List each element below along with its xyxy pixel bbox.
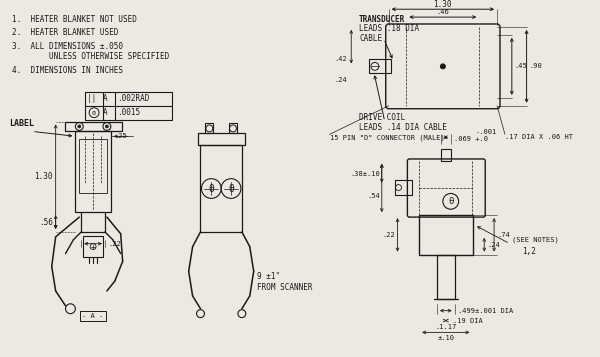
- Text: .38±.10: .38±.10: [350, 171, 380, 177]
- Text: .56: .56: [39, 217, 53, 227]
- Text: .45: .45: [515, 63, 527, 69]
- Text: FROM SCANNER: FROM SCANNER: [257, 282, 312, 292]
- Text: (SEE NOTES): (SEE NOTES): [512, 236, 559, 243]
- Text: .74: .74: [497, 232, 510, 238]
- Text: 3.  ALL DIMENSIONS ±.050: 3. ALL DIMENSIONS ±.050: [13, 42, 124, 51]
- Text: .54: .54: [367, 193, 380, 200]
- Bar: [200, 145, 242, 232]
- Text: 1,2: 1,2: [521, 247, 536, 256]
- Bar: [395, 180, 412, 195]
- Text: 1.  HEATER BLANKET NOT USED: 1. HEATER BLANKET NOT USED: [13, 15, 137, 24]
- Circle shape: [106, 125, 109, 128]
- Text: .46: .46: [436, 9, 449, 15]
- Text: ±.10: ±.10: [437, 335, 454, 341]
- Text: 1.30: 1.30: [434, 0, 452, 9]
- Text: A: A: [103, 108, 107, 117]
- Text: .0015: .0015: [117, 108, 140, 117]
- Bar: [197, 134, 245, 145]
- Text: CABLE: CABLE: [359, 34, 382, 43]
- Text: DRIVE COIL: DRIVE COIL: [359, 113, 406, 122]
- Circle shape: [78, 125, 81, 128]
- Text: θ: θ: [448, 197, 454, 206]
- Text: 4.  DIMENSIONS IN INCHES: 4. DIMENSIONS IN INCHES: [13, 66, 124, 75]
- Bar: [437, 255, 455, 299]
- Text: 2.  HEATER BLANKET USED: 2. HEATER BLANKET USED: [13, 28, 119, 37]
- Text: UNLESS OTHERWISE SPECIFIED: UNLESS OTHERWISE SPECIFIED: [13, 52, 170, 61]
- Text: .499±.001 DIA: .499±.001 DIA: [458, 308, 513, 314]
- Text: .24: .24: [335, 77, 347, 83]
- Text: θ: θ: [208, 183, 214, 193]
- Text: .24: .24: [487, 242, 500, 248]
- Bar: [79, 139, 107, 193]
- Bar: [85, 92, 172, 120]
- Text: 9 ±1": 9 ±1": [257, 272, 280, 281]
- Circle shape: [440, 64, 445, 69]
- Bar: [76, 131, 111, 212]
- Text: .069 +.0: .069 +.0: [454, 136, 488, 142]
- Text: .17 DIA X .06 HT: .17 DIA X .06 HT: [505, 134, 573, 140]
- Text: .25: .25: [115, 133, 128, 139]
- Text: .42: .42: [335, 56, 347, 62]
- Bar: [229, 124, 237, 134]
- Text: .002RAD: .002RAD: [117, 94, 149, 104]
- Text: 15 PIN "D" CONNECTOR (MALE): 15 PIN "D" CONNECTOR (MALE): [329, 134, 445, 141]
- Text: LEADS .14 DIA CABLE: LEADS .14 DIA CABLE: [359, 123, 447, 132]
- Bar: [80, 311, 106, 321]
- Text: LEADS .18 DIA: LEADS .18 DIA: [359, 24, 419, 34]
- Text: TRANSDUCER: TRANSDUCER: [359, 15, 406, 24]
- Text: LABEL: LABEL: [10, 119, 34, 128]
- Text: .22: .22: [383, 232, 395, 238]
- Text: A: A: [103, 94, 107, 104]
- Bar: [83, 236, 103, 257]
- Bar: [441, 149, 451, 161]
- Text: θ: θ: [228, 183, 234, 193]
- Text: .22: .22: [108, 241, 121, 247]
- Text: -.001: -.001: [475, 129, 497, 135]
- Text: ||: ||: [87, 94, 97, 104]
- Bar: [369, 60, 391, 73]
- Text: .1.17: .1.17: [435, 325, 457, 330]
- Bar: [419, 215, 473, 255]
- Bar: [205, 124, 213, 134]
- Text: ⊙: ⊙: [92, 110, 97, 116]
- Text: 1.30: 1.30: [34, 172, 53, 181]
- Text: - A -: - A -: [82, 313, 104, 318]
- Bar: [65, 121, 122, 131]
- Text: .90: .90: [530, 63, 542, 69]
- Text: .19 DIA: .19 DIA: [453, 317, 482, 323]
